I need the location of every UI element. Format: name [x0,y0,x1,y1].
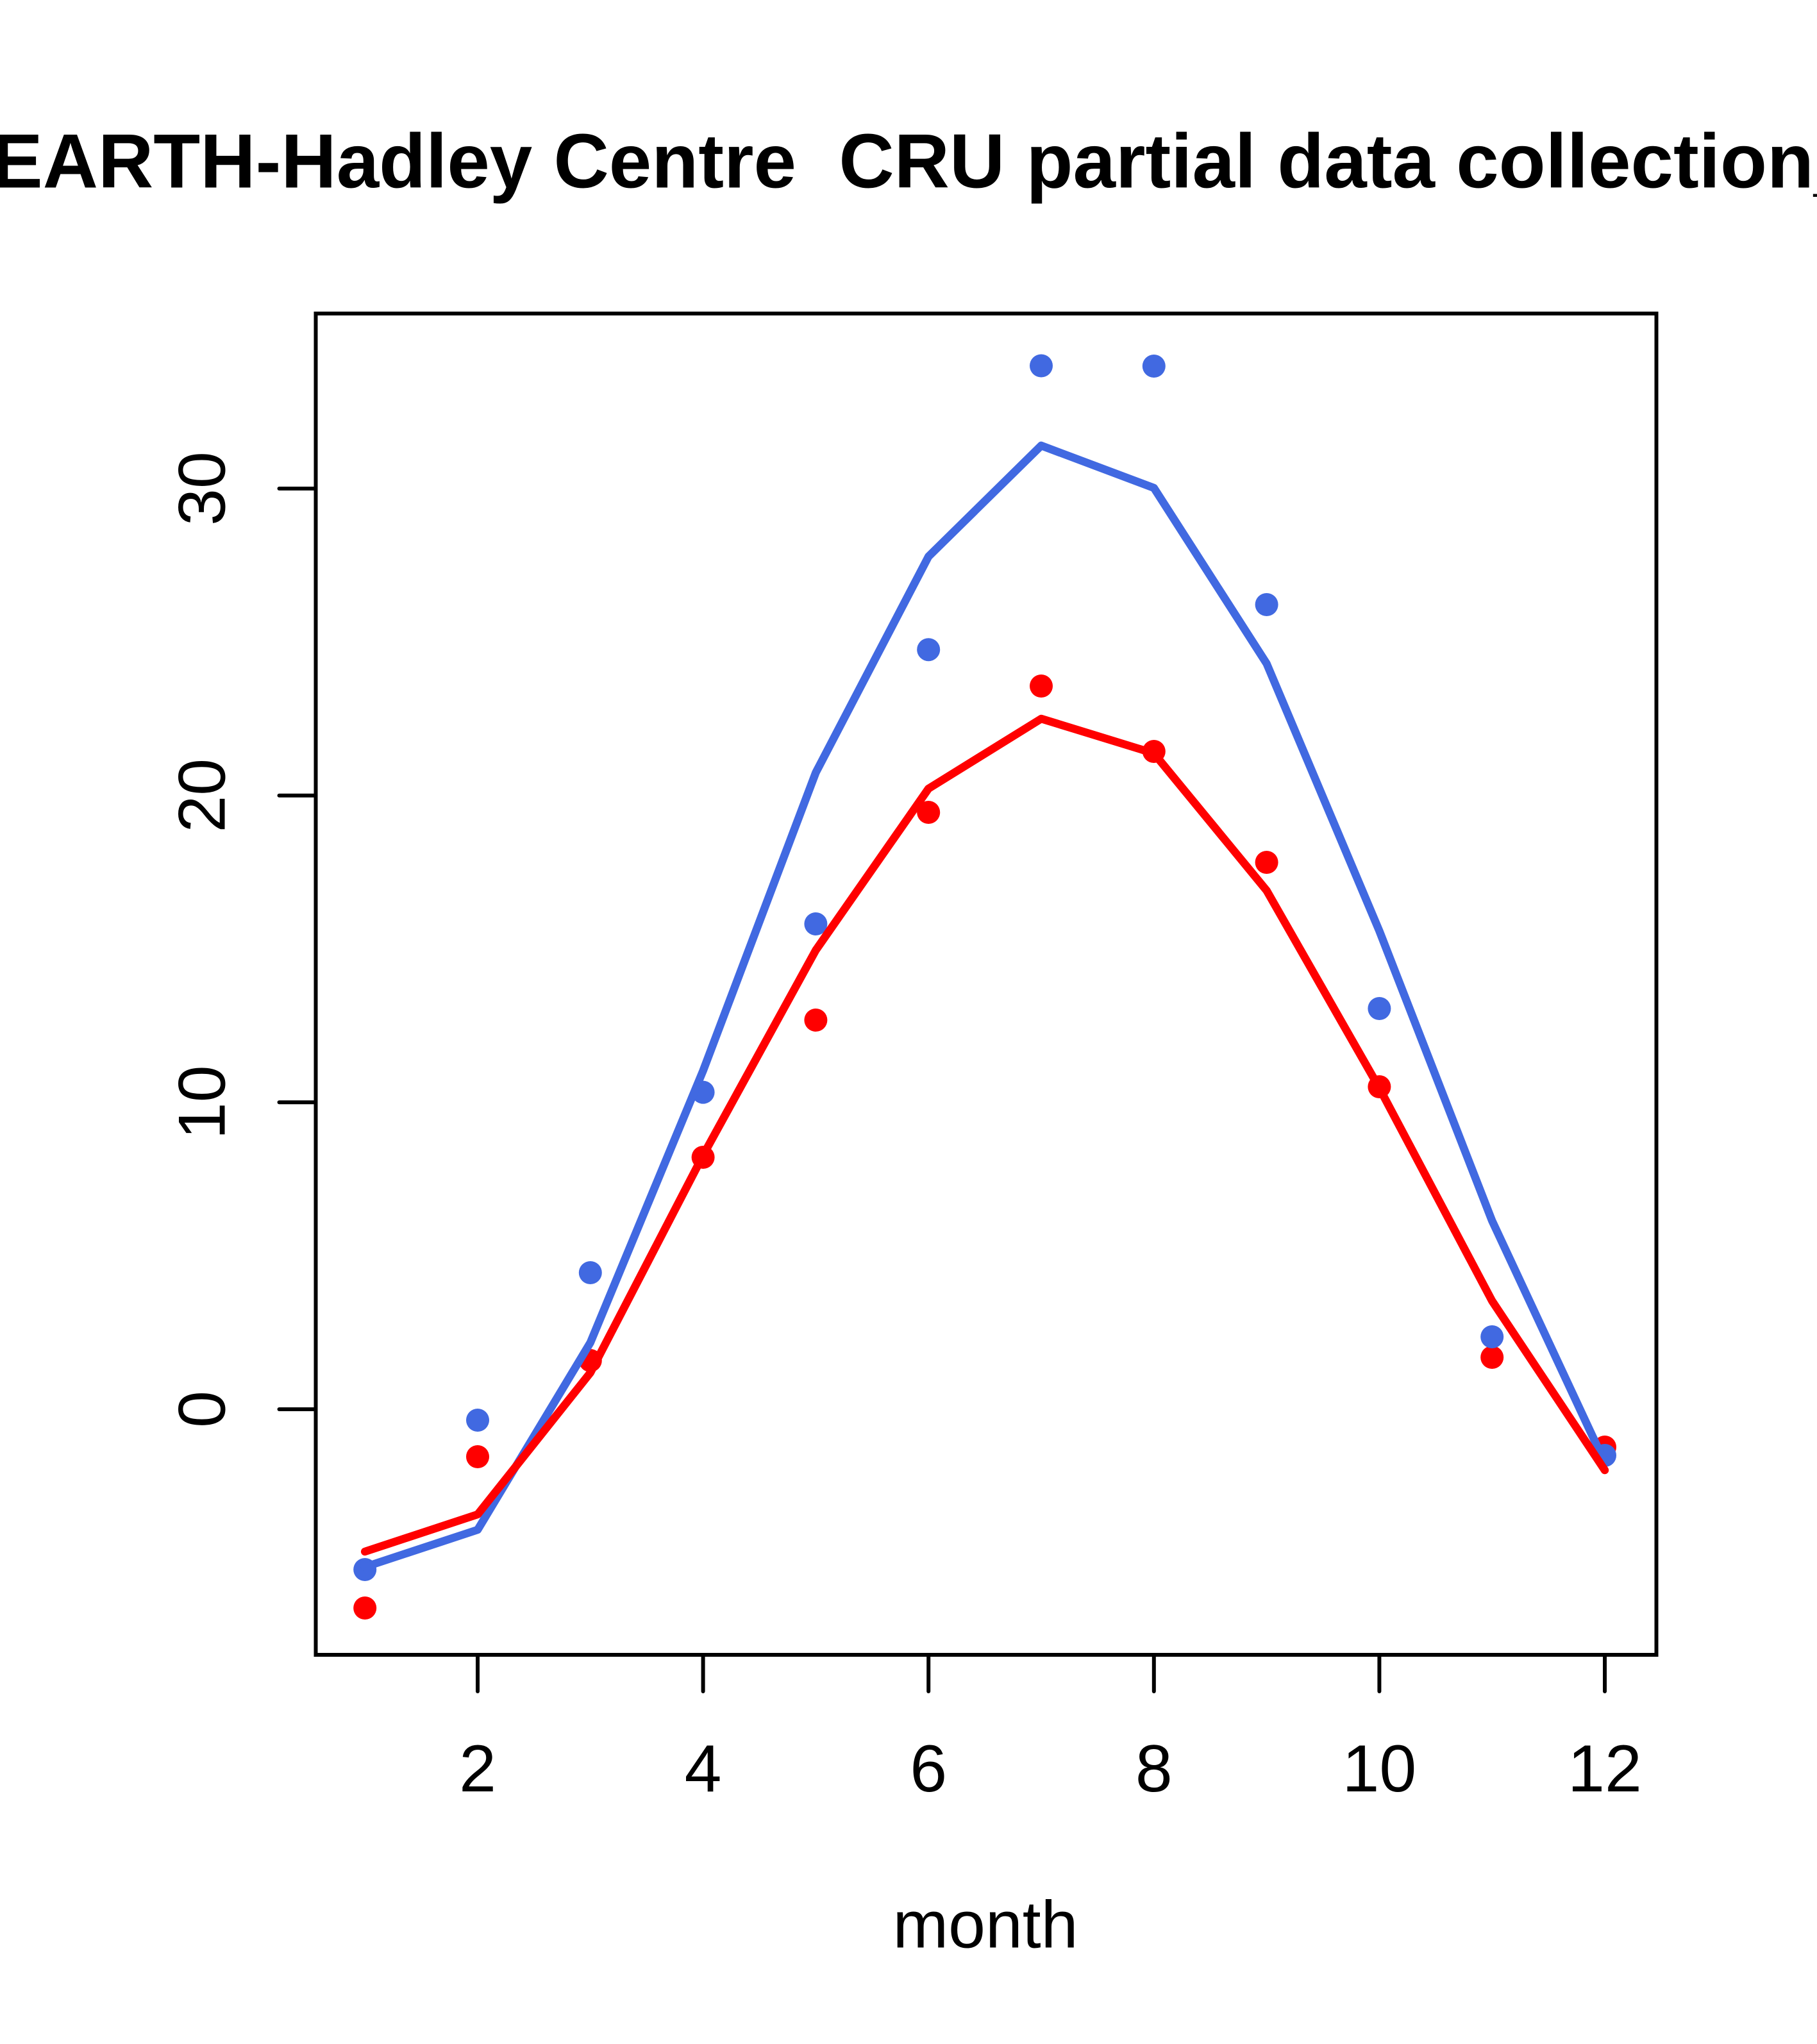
svg-text:8: 8 [1135,1732,1173,1806]
svg-text:20: 20 [165,758,240,833]
svg-text:EARTH-Hadley Centre CRU parti: EARTH-Hadley Centre CRU partial data col… [0,119,1817,205]
svg-text:30: 30 [165,451,240,526]
svg-text:6: 6 [910,1732,947,1806]
svg-text:month: month [892,1888,1078,1963]
svg-text:10: 10 [1343,1732,1417,1806]
svg-text:0: 0 [165,1391,240,1428]
svg-text:12: 12 [1568,1732,1642,1806]
svg-text:10: 10 [165,1065,240,1139]
svg-text:2: 2 [459,1732,496,1806]
svg-text:4: 4 [685,1732,722,1806]
